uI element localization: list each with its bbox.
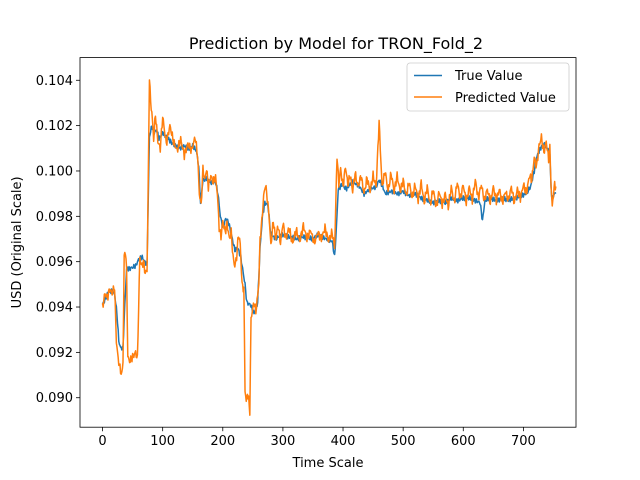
y-axis-label: USD (Original Scale)	[10, 176, 25, 308]
plot-area	[79, 57, 577, 428]
x-axis-label: Time Scale	[292, 456, 364, 471]
y-tick-label: 0.090	[36, 391, 73, 406]
y-tick-label: 0.092	[36, 346, 73, 361]
plot-frame	[79, 57, 577, 428]
x-tick-label: 0	[98, 434, 106, 449]
y-tick-label: 0.096	[36, 255, 73, 270]
legend: True Value Predicted Value	[406, 62, 570, 112]
legend-label-predicted-value: Predicted Value	[455, 91, 556, 106]
y-tick-label: 0.102	[36, 119, 73, 134]
x-tick-label: 700	[511, 434, 536, 449]
chart-title: Prediction by Model for TRON_Fold_2	[189, 34, 483, 54]
series-layer	[101, 79, 557, 416]
x-tick-label: 500	[391, 434, 416, 449]
x-tick-label: 600	[451, 434, 476, 449]
y-tick-label: 0.104	[36, 74, 73, 89]
plot-background	[80, 57, 576, 428]
y-tick-label: 0.100	[36, 164, 73, 179]
legend-label-true-value: True Value	[454, 69, 522, 84]
x-tick-label: 100	[150, 434, 175, 449]
y-tick-label: 0.098	[36, 210, 73, 225]
series-line-predicted-value	[101, 79, 557, 416]
x-tick-label: 400	[331, 434, 356, 449]
y-axis: 0.090 0.092 0.094 0.096 0.098 0.100 0.102 0.104	[36, 74, 80, 406]
legend-box	[406, 62, 570, 112]
x-axis: 0 100 200 300 400 500 600 700	[98, 427, 536, 449]
x-tick-label: 300	[270, 434, 295, 449]
y-tick-label: 0.094	[36, 301, 73, 316]
x-tick-label: 200	[210, 434, 235, 449]
